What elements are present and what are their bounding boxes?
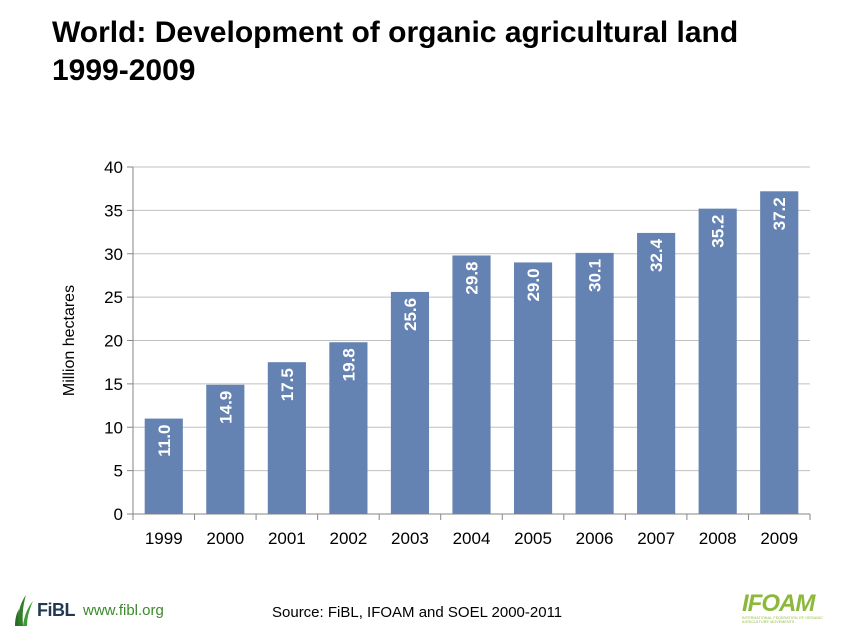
bar (698, 208, 737, 514)
y-tick-label: 40 (104, 158, 123, 177)
bar-value-label: 25.6 (401, 298, 420, 331)
fibl-name: FiBL (37, 599, 76, 620)
x-category-label: 2008 (699, 529, 737, 548)
x-category-label: 2003 (391, 529, 429, 548)
x-category-label: 2002 (329, 529, 367, 548)
bar-value-label: 35.2 (709, 215, 728, 248)
bar (513, 262, 553, 514)
chart-title-line2: 1999-2009 (52, 54, 196, 87)
bar (267, 362, 306, 514)
ifoam-wordmark: IFOAM (742, 590, 815, 617)
x-category-label: 2000 (206, 529, 244, 548)
bar-value-label: 29.0 (524, 268, 543, 301)
y-tick-label: 10 (104, 418, 123, 437)
fibl-leaf-icon (14, 593, 36, 627)
bar-value-label: 32.4 (647, 238, 666, 272)
y-tick-label: 35 (104, 201, 123, 220)
x-category-label: 1999 (145, 529, 183, 548)
y-axis-title: Million hectares (61, 285, 78, 396)
ifoam-logo: IFOAM INTERNATIONAL FEDERATION OF ORGANI… (742, 592, 834, 632)
x-category-label: 2004 (453, 529, 491, 548)
bar (329, 342, 368, 514)
y-tick-label: 25 (104, 288, 123, 307)
bar (390, 291, 430, 514)
bar (144, 418, 183, 514)
x-category-label: 2009 (760, 529, 798, 548)
x-category-label: 2005 (514, 529, 552, 548)
ifoam-subtitle: INTERNATIONAL FEDERATION OF ORGANIC AGRI… (742, 616, 824, 624)
x-category-label: 2006 (576, 529, 614, 548)
bar-value-label: 17.5 (278, 368, 297, 401)
chart-title: World: Development of organic agricultur… (52, 14, 832, 90)
y-tick-label: 20 (104, 332, 123, 351)
y-tick-label: 5 (114, 462, 123, 481)
bar (575, 252, 614, 514)
bar (760, 191, 799, 515)
y-tick-label: 0 (114, 505, 123, 524)
bar-value-label: 19.8 (339, 348, 358, 381)
bar (637, 232, 676, 514)
bar-value-label: 29.8 (463, 261, 482, 294)
y-tick-label: 15 (104, 375, 123, 394)
bar-value-label: 11.0 (155, 425, 174, 457)
y-tick-label: 30 (104, 245, 123, 264)
x-category-label: 2007 (637, 529, 675, 548)
bar (206, 384, 245, 514)
x-category-label: 2001 (268, 529, 306, 548)
fibl-logo: FiBL www.fibl.org (14, 590, 164, 630)
fibl-url-link[interactable]: www.fibl.org (83, 601, 164, 619)
bar-value-label: 37.2 (770, 197, 789, 230)
bar (452, 255, 491, 515)
bar-value-label: 30.1 (586, 259, 605, 292)
bar-value-label: 14.9 (216, 391, 235, 424)
chart-title-line1: World: Development of organic agricultur… (52, 16, 739, 49)
bar-chart: 0 5 10 15 20 25 30 35 40 11.0 1999 14.9 2000 17.5 2001… (61, 158, 811, 548)
source-note: Source: FiBL, IFOAM and SOEL 2000-2011 (272, 604, 563, 621)
